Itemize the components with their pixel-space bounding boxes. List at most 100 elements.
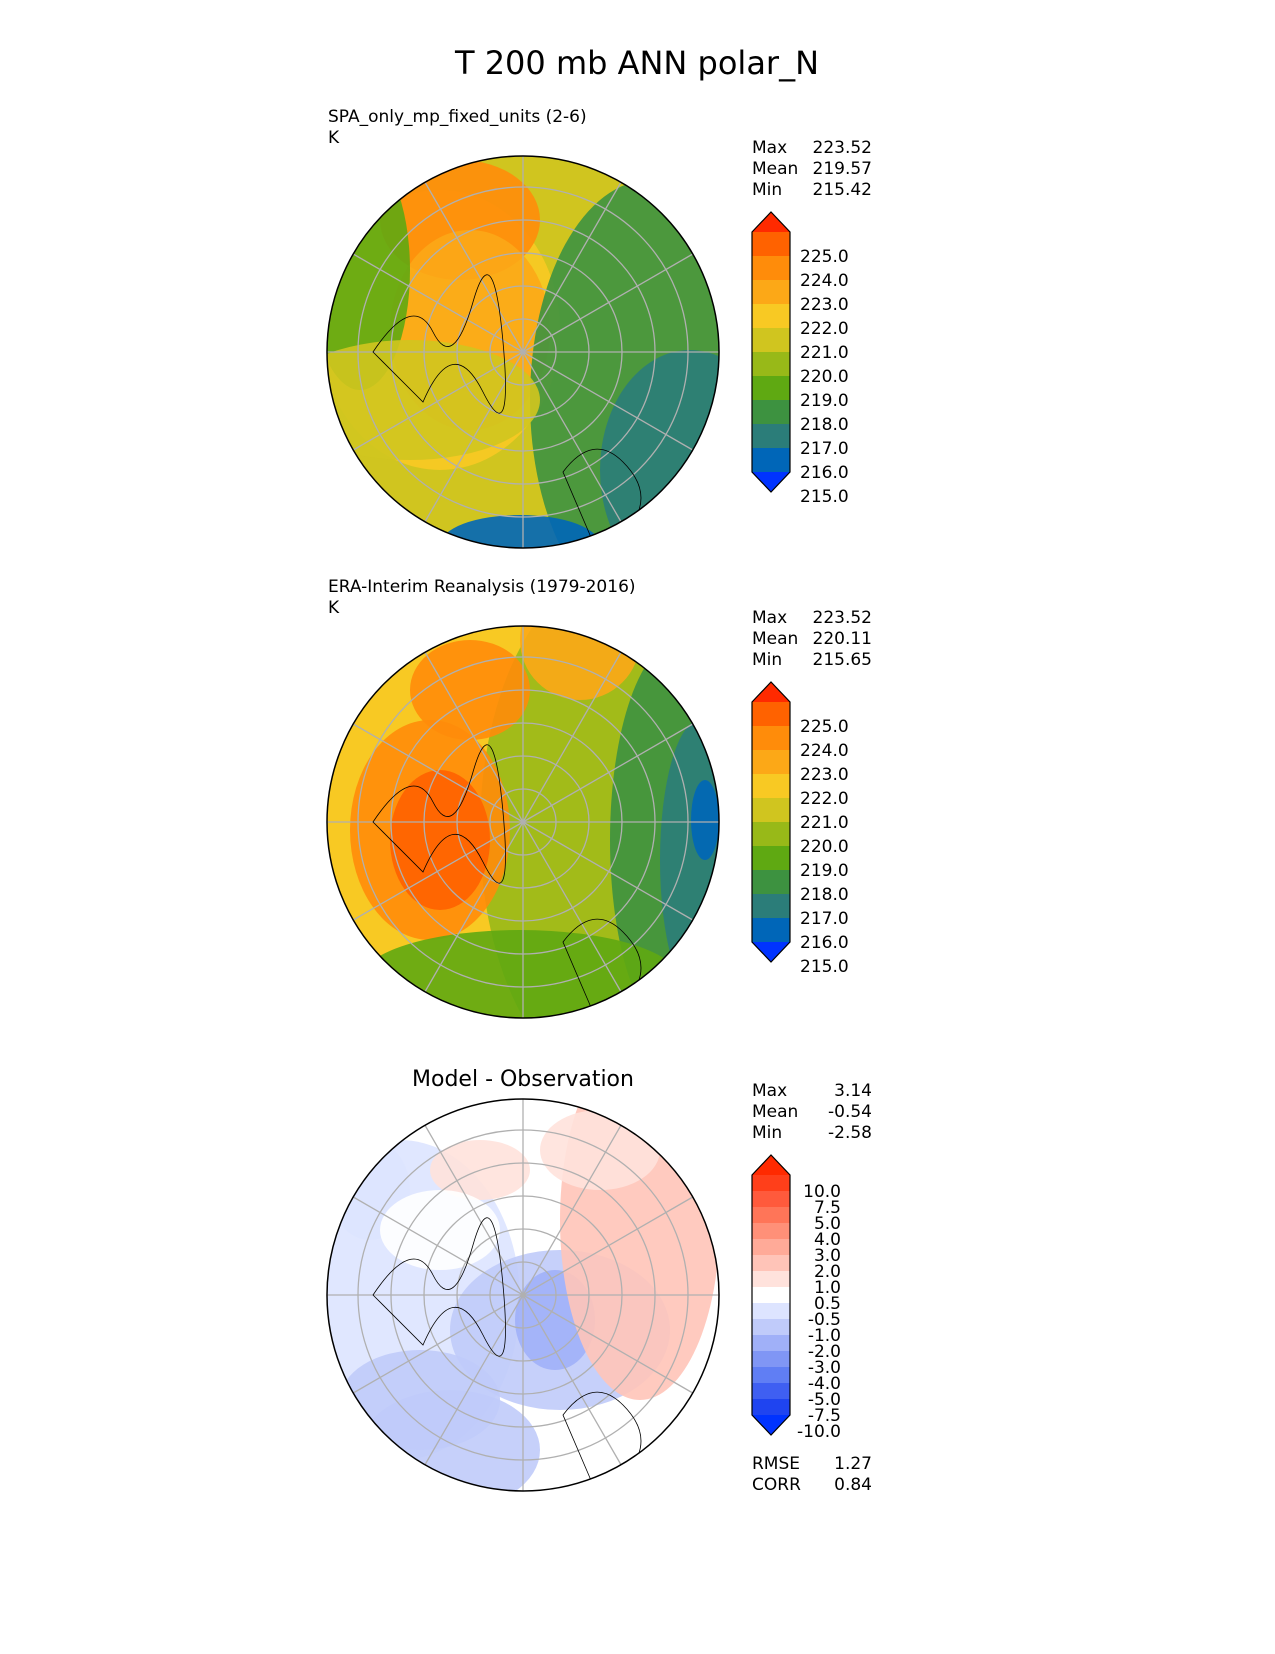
map-contour-region	[691, 780, 719, 860]
stat-value: 223.52	[813, 138, 872, 158]
colorbar-segment	[752, 1335, 790, 1352]
longitude-gridline	[522, 1124, 622, 1296]
longitude-gridline	[352, 1294, 524, 1394]
colorbar-outline	[751, 1154, 791, 1436]
colorbar-segment	[752, 1223, 790, 1240]
longitude-gridline	[352, 821, 524, 921]
colorbar-segment	[752, 846, 790, 871]
stat-value: -0.54	[828, 1102, 872, 1122]
map-boundary	[326, 625, 720, 1019]
longitude-gridline	[352, 253, 524, 353]
colorbar-tick-label: 216.0	[800, 933, 849, 953]
colorbar-tick-label: 225.0	[800, 247, 849, 267]
longitude-gridline	[522, 181, 622, 353]
stat-value: 0.84	[834, 1475, 872, 1495]
colorbar-tick-label: -5.0	[808, 1390, 841, 1410]
stat-label: Mean	[752, 159, 798, 179]
stat-label: Mean	[752, 1102, 798, 1122]
colorbar-tick-label: 219.0	[800, 861, 849, 881]
stat-value: 215.65	[813, 650, 872, 670]
colorbar-segment	[752, 328, 790, 353]
colorbar-tick-label: 7.5	[814, 1198, 841, 1218]
colorbar-outline	[751, 681, 791, 963]
stat-label: Mean	[752, 629, 798, 649]
colorbar-tick-label: 4.0	[814, 1230, 841, 1250]
colorbar-segment	[752, 1319, 790, 1336]
colorbar-segment	[752, 376, 790, 401]
map-field	[327, 156, 719, 548]
stat-value: 215.42	[813, 180, 872, 200]
longitude-gridline	[522, 651, 622, 823]
colorbar-segment	[752, 822, 790, 847]
map-boundary	[326, 155, 720, 549]
colorbar-tick-label: 220.0	[800, 837, 849, 857]
map-contour-region	[340, 1350, 500, 1450]
colorbar-segment	[752, 256, 790, 281]
colorbar-tick-label: 225.0	[800, 717, 849, 737]
stat-label: Max	[752, 608, 787, 628]
colorbar-tick-label: 217.0	[800, 909, 849, 929]
colorbar-tick-label: 218.0	[800, 885, 849, 905]
map-contour-region	[560, 1099, 719, 1400]
colorbar-tick-label: 224.0	[800, 741, 849, 761]
figure-title: T 200 mb ANN polar_N	[454, 44, 819, 82]
colorbar-tick-label: -10.0	[797, 1422, 841, 1442]
longitude-gridline	[424, 181, 524, 353]
colorbar-tick-label: 1.0	[814, 1278, 841, 1298]
colorbar-segment	[752, 400, 790, 425]
map-contour-region	[540, 1110, 660, 1190]
colorbar-segment	[752, 894, 790, 919]
longitude-gridline	[522, 253, 694, 353]
colorbar-segment	[752, 448, 790, 473]
colorbar-segment	[752, 1175, 790, 1192]
longitude-gridline	[424, 1294, 524, 1466]
colorbar-segment	[752, 1191, 790, 1208]
colorbar-extend-bottom	[752, 942, 790, 962]
stat-value: -2.58	[828, 1123, 872, 1143]
colorbar-tick-label: 5.0	[814, 1214, 841, 1234]
colorbar-tick-label: 219.0	[800, 391, 849, 411]
colorbar-segment	[752, 870, 790, 895]
stat-label: Min	[752, 180, 782, 200]
colorbar-segment	[752, 798, 790, 823]
colorbar-tick-label: -1.0	[808, 1326, 841, 1346]
colorbar-segment	[752, 1255, 790, 1272]
stat-label: Min	[752, 650, 782, 670]
stat-value: 220.11	[813, 629, 872, 649]
colorbar-tick-label: 0.5	[814, 1294, 841, 1314]
longitude-gridline	[522, 821, 694, 921]
colorbar-extend-top	[752, 682, 790, 702]
colorbar-tick-label: 222.0	[800, 319, 849, 339]
colorbar-tick-label: 217.0	[800, 439, 849, 459]
panel-diff: Model - Observation Max 3.14 Mean -0.54 Min -2…	[326, 1067, 872, 1495]
colorbar-tick-label: 218.0	[800, 415, 849, 435]
longitude-gridline	[424, 651, 524, 823]
colorbar-segment	[752, 1383, 790, 1400]
longitude-gridline	[352, 351, 524, 451]
colorbar-extend-top	[752, 1155, 790, 1175]
longitude-gridline	[424, 821, 524, 993]
panel-units: K	[328, 598, 340, 618]
stat-label: RMSE	[752, 1454, 800, 1474]
stat-label: Max	[752, 1081, 787, 1101]
colorbar-tick-label: 10.0	[803, 1182, 841, 1202]
colorbar-outline	[751, 211, 791, 493]
colorbar-tick-label: 3.0	[814, 1246, 841, 1266]
colorbar-tick-label: -3.0	[808, 1358, 841, 1378]
colorbar-tick-label: -4.0	[808, 1374, 841, 1394]
colorbar-tick-label: 215.0	[800, 487, 849, 507]
map-contour-region	[660, 720, 719, 1000]
colorbar-segment	[752, 774, 790, 799]
colorbar-segment	[752, 232, 790, 257]
colorbar-segment	[752, 726, 790, 751]
stat-label: CORR	[752, 1475, 801, 1495]
map-contour-region	[520, 626, 640, 700]
colorbar-tick-label: 224.0	[800, 271, 849, 291]
longitude-gridline	[352, 723, 524, 823]
longitude-gridline	[424, 1124, 524, 1296]
colorbar-segment	[752, 1271, 790, 1288]
stat-value: 219.57	[813, 159, 872, 179]
map-contour-region	[380, 1190, 500, 1270]
